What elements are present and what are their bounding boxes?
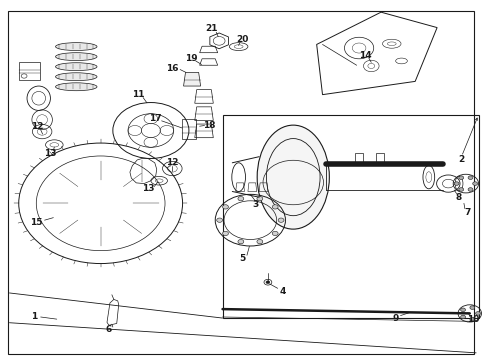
Circle shape bbox=[472, 182, 477, 185]
Circle shape bbox=[460, 315, 465, 319]
Text: 11: 11 bbox=[132, 90, 144, 99]
Circle shape bbox=[222, 231, 228, 235]
Text: 13: 13 bbox=[44, 149, 57, 158]
Text: 12: 12 bbox=[31, 122, 43, 131]
Circle shape bbox=[256, 197, 262, 201]
Bar bbox=[19, 62, 40, 80]
Text: 2: 2 bbox=[457, 155, 464, 164]
Circle shape bbox=[469, 318, 474, 321]
Bar bbox=[182, 119, 195, 139]
Text: 4: 4 bbox=[279, 287, 285, 296]
Text: 12: 12 bbox=[166, 158, 178, 167]
Circle shape bbox=[460, 308, 465, 312]
Text: 8: 8 bbox=[455, 193, 461, 202]
Ellipse shape bbox=[56, 53, 97, 60]
Ellipse shape bbox=[257, 125, 329, 229]
Ellipse shape bbox=[56, 42, 97, 50]
Text: 16: 16 bbox=[166, 64, 178, 73]
Circle shape bbox=[238, 239, 244, 244]
Circle shape bbox=[256, 239, 262, 244]
Bar bbox=[354, 153, 362, 165]
Circle shape bbox=[458, 188, 463, 191]
Ellipse shape bbox=[56, 83, 97, 91]
Circle shape bbox=[467, 188, 472, 191]
Text: 6: 6 bbox=[105, 325, 112, 334]
Text: 9: 9 bbox=[392, 314, 398, 323]
Text: 1: 1 bbox=[31, 312, 37, 321]
Circle shape bbox=[272, 205, 278, 209]
Text: 17: 17 bbox=[149, 114, 162, 123]
Circle shape bbox=[453, 182, 458, 185]
Text: 13: 13 bbox=[142, 184, 154, 193]
Bar bbox=[222, 116, 478, 318]
Text: 18: 18 bbox=[203, 121, 215, 130]
Text: 3: 3 bbox=[252, 200, 258, 209]
Circle shape bbox=[265, 281, 269, 284]
Circle shape bbox=[238, 197, 244, 201]
Ellipse shape bbox=[56, 63, 97, 71]
Text: 21: 21 bbox=[204, 24, 217, 33]
Text: 10: 10 bbox=[467, 315, 479, 324]
Text: 20: 20 bbox=[235, 35, 248, 44]
Circle shape bbox=[272, 231, 278, 235]
Text: 19: 19 bbox=[184, 54, 197, 63]
Circle shape bbox=[475, 312, 480, 315]
Text: 15: 15 bbox=[29, 218, 42, 227]
Circle shape bbox=[469, 306, 474, 309]
Circle shape bbox=[278, 218, 284, 222]
Circle shape bbox=[467, 176, 472, 180]
Polygon shape bbox=[183, 72, 200, 86]
Text: 5: 5 bbox=[239, 254, 244, 263]
Bar bbox=[375, 153, 383, 165]
Text: 7: 7 bbox=[464, 208, 470, 217]
Circle shape bbox=[458, 176, 463, 180]
Circle shape bbox=[222, 205, 228, 209]
Circle shape bbox=[216, 218, 222, 222]
Ellipse shape bbox=[56, 73, 97, 81]
Text: 14: 14 bbox=[358, 51, 371, 60]
